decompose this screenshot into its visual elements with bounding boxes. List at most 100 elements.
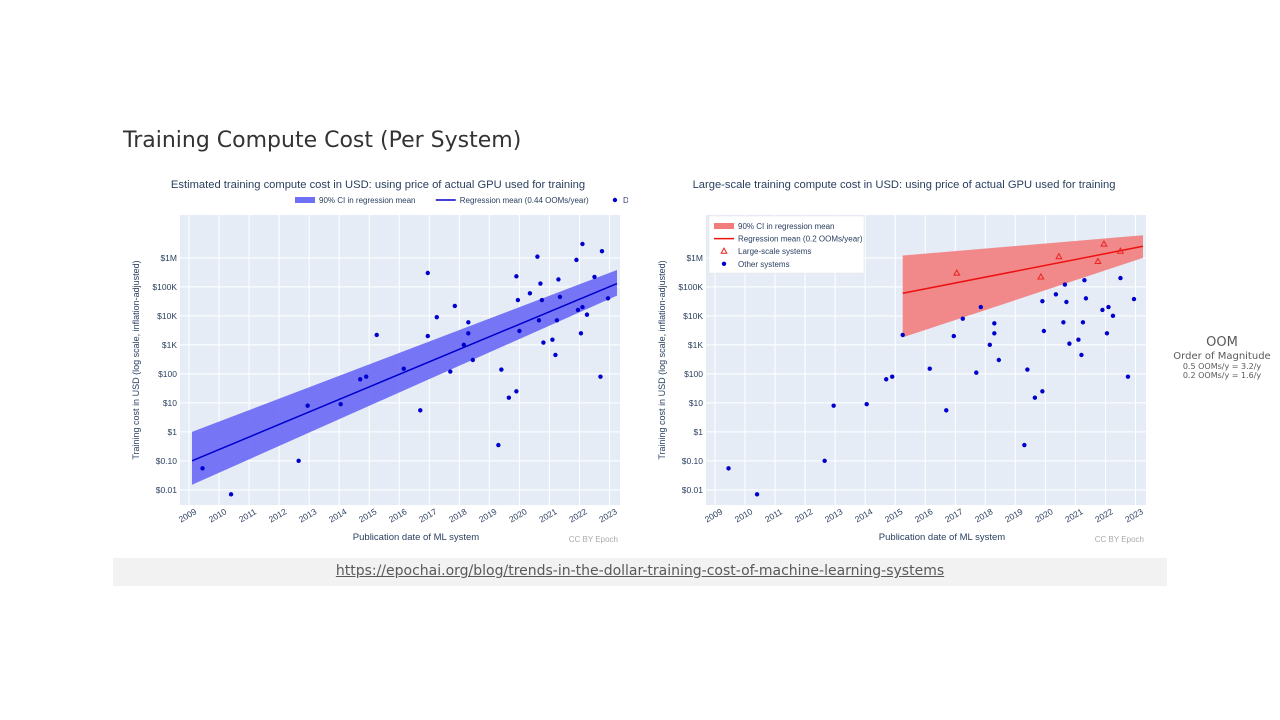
- data-point: [1100, 307, 1105, 313]
- large-scale-system-marker: [1100, 239, 1108, 247]
- x-tick-label: 2017: [943, 506, 965, 524]
- large-scale-system-marker: [1037, 272, 1045, 280]
- legend-label: Other systems: [738, 260, 790, 269]
- data-point: [1106, 304, 1111, 310]
- data-point: [599, 248, 605, 254]
- legend-label: Regression mean (0.44 OOMs/year): [460, 196, 589, 205]
- data-point: [200, 466, 205, 471]
- data-point: [992, 321, 997, 326]
- x-axis-title: Publication date of ML system: [879, 532, 1005, 543]
- data-point: [364, 374, 369, 379]
- data-point: [557, 294, 563, 300]
- data-point: [584, 312, 590, 317]
- data-point: [884, 377, 889, 382]
- data-point: [822, 458, 827, 464]
- legend-swatch-triangle: [720, 247, 728, 254]
- y-tick-label: $1: [168, 427, 178, 437]
- y-tick-label: $0.10: [682, 456, 704, 466]
- data-point: [1110, 313, 1116, 319]
- data-point: [536, 318, 542, 323]
- regression-ci-band: [192, 270, 617, 485]
- legend-swatch-dot: [612, 197, 618, 203]
- x-tick-label: 2012: [793, 506, 815, 524]
- legend-swatch-band: [295, 197, 315, 203]
- legend-swatch-dot: [721, 261, 727, 266]
- data-point: [496, 442, 501, 448]
- data-point: [580, 241, 585, 247]
- x-tick-label: 2012: [267, 506, 289, 524]
- legend-label: 90% CI in regression mean: [319, 196, 416, 205]
- y-tick-label: $1M: [686, 253, 703, 263]
- data-point: [978, 304, 984, 310]
- y-tick-label: $0.01: [682, 485, 704, 495]
- data-point: [499, 367, 504, 372]
- data-point: [358, 377, 363, 382]
- data-point: [1032, 395, 1038, 400]
- data-point: [578, 331, 584, 336]
- chart-legend: 90% CI in regression mean Regression mean…: [708, 215, 865, 274]
- data-point: [951, 333, 956, 339]
- x-tick-label: 2019: [477, 506, 499, 524]
- y-tick-label: $10: [163, 398, 177, 408]
- y-tick-label: $1K: [688, 340, 703, 350]
- data-point: [517, 328, 522, 334]
- data-point: [864, 401, 869, 407]
- x-tick-label: 2020: [1033, 506, 1055, 524]
- data-point: [425, 270, 430, 276]
- data-point: [1025, 367, 1030, 372]
- x-tick-label: 2011: [763, 506, 784, 524]
- data-point: [506, 395, 512, 400]
- data-point: [831, 403, 836, 408]
- data-point: [434, 314, 439, 320]
- data-point: [605, 296, 611, 301]
- x-tick-label: 2009: [177, 506, 199, 524]
- data-point: [1079, 352, 1084, 358]
- y-tick-label: $100: [158, 369, 177, 379]
- data-point: [1082, 277, 1087, 283]
- x-tick-label: 2016: [913, 506, 935, 524]
- data-point: [992, 331, 997, 336]
- x-tick-label: 2013: [823, 506, 845, 524]
- x-tick-label: 2018: [973, 506, 995, 524]
- oom-title: OOM: [1206, 335, 1238, 350]
- x-tick-label: 2009: [703, 506, 725, 524]
- data-point: [466, 331, 471, 336]
- chart-legend: 90% CI in regression mean Regression mean…: [295, 196, 628, 205]
- x-tick-label: 2021: [1063, 506, 1085, 524]
- chart-title: Large-scale training compute cost in USD…: [693, 179, 1116, 191]
- data-point: [515, 297, 521, 303]
- y-tick-label: $10K: [157, 311, 177, 321]
- source-link[interactable]: https://epochai.org/blog/trends-in-the-d…: [335, 563, 945, 579]
- x-tick-label: 2016: [387, 506, 409, 524]
- data-point: [452, 303, 458, 309]
- data-point: [598, 374, 603, 379]
- data-point: [754, 492, 760, 497]
- x-tick-label: 2017: [417, 506, 439, 524]
- data-point: [927, 366, 932, 371]
- x-tick-label: 2013: [297, 506, 319, 524]
- x-tick-label: 2022: [567, 506, 589, 524]
- data-point: [1125, 374, 1131, 379]
- large-scale-system-marker: [1094, 257, 1102, 265]
- y-tick-label: $0.10: [156, 456, 178, 466]
- data-point: [575, 307, 581, 313]
- oom-note: OOM Order of Magnitude 0.5 OOMs/y = 3.2/…: [1172, 335, 1272, 380]
- x-tick-label: 2023: [597, 506, 619, 524]
- data-point: [996, 357, 1002, 363]
- legend-label: Data: [623, 196, 628, 205]
- data-point: [944, 408, 949, 413]
- data-point: [535, 254, 540, 259]
- legend-swatch-band: [714, 223, 734, 229]
- y-tick-label: $1K: [162, 340, 177, 350]
- data-point: [1040, 389, 1045, 394]
- data-point: [425, 333, 430, 339]
- large-scale-system-marker: [953, 268, 961, 276]
- data-point: [305, 403, 310, 408]
- legend-label: Regression mean (0.2 OOMs/year): [738, 235, 863, 244]
- data-point: [1061, 320, 1066, 325]
- x-tick-label: 2019: [1003, 506, 1025, 524]
- x-tick-label: 2011: [237, 506, 258, 524]
- data-point: [554, 318, 560, 323]
- data-point: [461, 342, 467, 348]
- data-point: [987, 342, 993, 348]
